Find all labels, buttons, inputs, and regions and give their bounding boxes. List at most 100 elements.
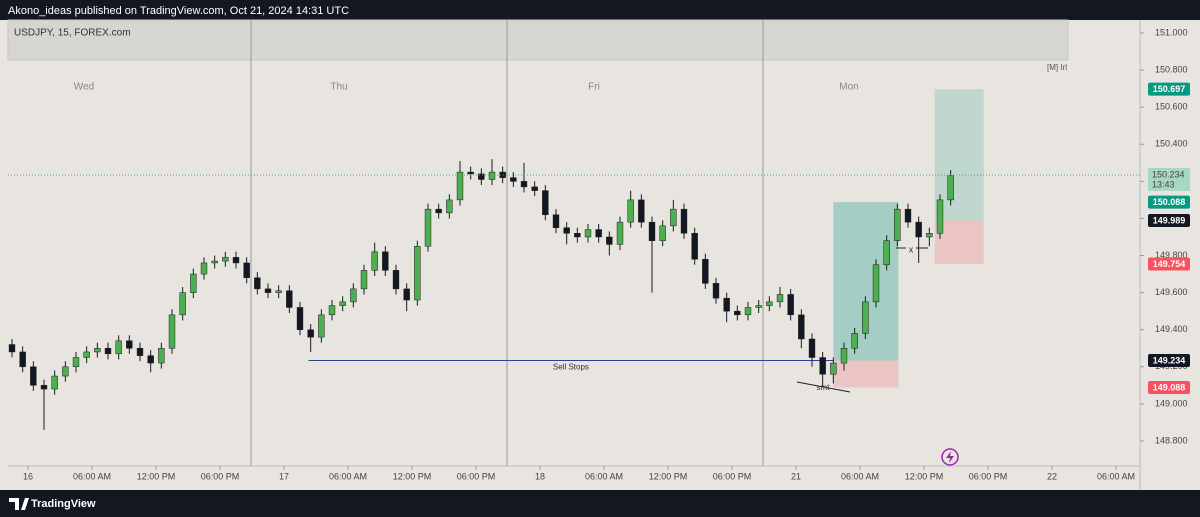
x-tick-label: 12:00 PM: [649, 471, 688, 481]
candle-body: [904, 208, 912, 223]
profit-zone: [934, 89, 984, 221]
x-tick-label: 06:00 AM: [73, 471, 111, 481]
candle-body: [115, 340, 122, 355]
candle-body: [318, 314, 325, 338]
candle-body: [371, 251, 378, 271]
candle-body: [627, 199, 634, 223]
candle-body: [168, 314, 176, 349]
candle-body: [638, 199, 645, 223]
candle-body: [680, 208, 688, 234]
candle-body: [190, 273, 197, 293]
candle-body: [926, 233, 933, 238]
sell-stops-label: Sell Stops: [553, 363, 589, 372]
candle-body: [424, 208, 432, 247]
candle-body: [296, 307, 304, 330]
candle-body: [147, 355, 154, 364]
candle-body: [126, 340, 133, 349]
candle-body: [862, 301, 869, 334]
current-price-label: 150.234: [1152, 169, 1185, 179]
candle-body: [232, 257, 240, 264]
candle-body: [222, 257, 229, 262]
candle-body: [478, 173, 485, 180]
candle-body: [819, 357, 826, 375]
candle-body: [670, 208, 677, 227]
countdown-label: 13:43: [1152, 179, 1175, 189]
x-tick-label: 06:00 AM: [841, 471, 879, 481]
entry-label: 149.989: [1153, 215, 1186, 225]
candle-body: [883, 240, 890, 266]
header-bar: [0, 0, 1200, 20]
profit-zone: [833, 202, 899, 361]
stop-label: 149.088: [1153, 382, 1186, 392]
candle-body: [744, 307, 752, 316]
day-label: Mon: [839, 82, 858, 93]
candle-body: [83, 351, 90, 358]
entry-label-bg: [1148, 213, 1190, 227]
candle-body: [766, 301, 773, 306]
header: Akono_ideas published on TradingView.com…: [8, 5, 349, 17]
x-tick-label: 16: [23, 471, 33, 481]
candle-body: [702, 258, 709, 284]
candle-body: [798, 314, 805, 340]
y-tick-label: 149.800: [1155, 250, 1188, 260]
target-label-bg: [1148, 195, 1190, 209]
candle-body: [947, 175, 954, 201]
x-tick-label: 06:00 PM: [713, 471, 752, 481]
candle-body: [840, 347, 848, 364]
top-band: [7, 19, 1069, 61]
loss-zone: [833, 360, 899, 388]
candle-body: [414, 245, 421, 301]
candle-body: [40, 385, 48, 390]
candle-body: [734, 310, 741, 316]
symbol-title: USDJPY, 15, FOREX.com: [14, 28, 131, 39]
candle-body: [179, 292, 186, 316]
y-tick-label: 150.400: [1155, 139, 1188, 149]
candle-body: [776, 294, 784, 303]
candle-body: [19, 351, 26, 368]
candle-body: [435, 208, 442, 214]
candle-body: [254, 277, 261, 290]
logo: [9, 498, 29, 510]
candle-body: [382, 251, 389, 271]
entry-label-bg: [1148, 353, 1190, 367]
candle-body: [350, 288, 357, 303]
candle-body: [30, 366, 37, 386]
smt-label: smt: [817, 383, 831, 392]
candle-body: [360, 270, 368, 290]
candle-body: [51, 375, 58, 390]
candle-body: [339, 301, 346, 306]
entry-label: 149.234: [1153, 355, 1186, 365]
day-label: Thu: [330, 82, 347, 93]
candle-body: [72, 357, 80, 368]
candle-body: [328, 305, 336, 316]
candle-body: [456, 171, 464, 201]
y-tick-label: 151.000: [1155, 27, 1188, 37]
candle-body: [510, 177, 517, 182]
footer-bar: [0, 490, 1200, 517]
x-tick-label: 06:00 PM: [201, 471, 240, 481]
candle-body: [264, 288, 272, 293]
day-label: Wed: [74, 82, 94, 93]
candle-body: [467, 171, 474, 175]
candle-body: [8, 344, 16, 353]
stop-label-bg: [1148, 381, 1190, 395]
y-tick-label: 150.800: [1155, 64, 1188, 74]
candle-body: [606, 236, 613, 245]
stop-label: 149.754: [1153, 259, 1186, 269]
x-tick-label: 06:00 PM: [457, 471, 496, 481]
candle-body: [723, 297, 730, 312]
candle-body: [787, 294, 794, 316]
current-price-bg: [1148, 168, 1190, 192]
candle-body: [158, 347, 165, 364]
indicator-label: [M] Irl: [1047, 63, 1067, 72]
candle-body: [104, 347, 112, 355]
x-tick-label: 22: [1047, 471, 1057, 481]
candle-body: [446, 199, 453, 214]
plot: [8, 89, 1140, 430]
y-tick-label: 148.800: [1155, 435, 1188, 445]
target-label-bg: [1148, 82, 1190, 96]
candle-body: [488, 171, 496, 180]
candle-body: [136, 347, 144, 356]
alert-icon[interactable]: [941, 448, 959, 466]
